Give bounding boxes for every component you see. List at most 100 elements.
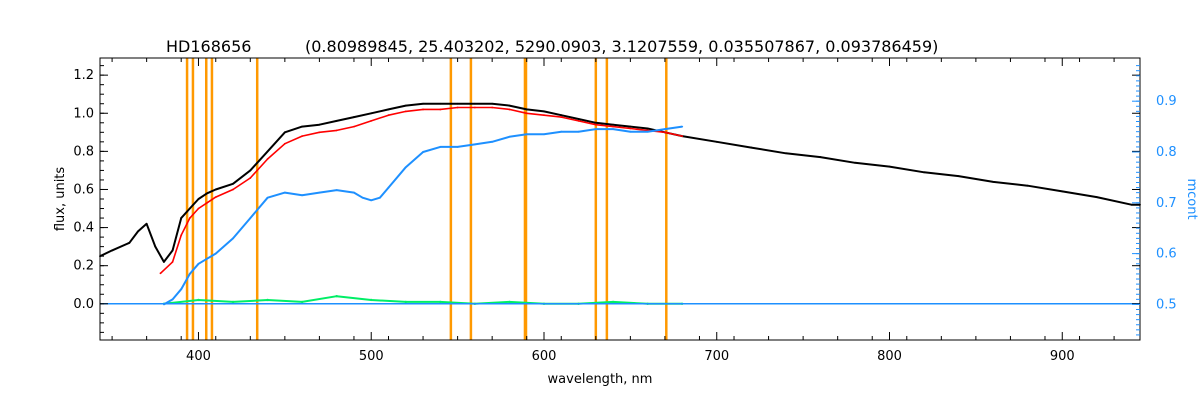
observed-data-point [594,121,597,124]
continuum-data-point [525,133,528,136]
residual-data-point [300,300,304,304]
model-data-point [560,116,563,118]
model-data-point [629,127,632,130]
observed-data-point [249,169,252,172]
x-axis-label: wavelength, nm [548,372,653,387]
y-right-tick-label: 0.7 [1156,196,1177,211]
observed-data-point [629,125,632,128]
residual-data-point [370,298,373,302]
x-tick-label: 600 [532,349,557,364]
y-tick-label: 0.2 [73,259,94,274]
residual-data-point [439,300,442,304]
model-data-point [335,129,338,132]
residual-data-point [266,298,269,302]
observed-data-point [508,104,511,107]
residual-data-point [611,300,615,304]
y-right-tick-label: 0.5 [1156,297,1177,312]
observed-data-point [353,116,355,118]
observed-data-point [335,119,338,122]
continuum-data-point [318,191,321,194]
observed-data-point [957,175,960,178]
observed-data-point [1130,203,1133,206]
y-axis-right-label: mcont [1184,178,1199,219]
continuum-data-point [681,125,684,128]
continuum-data-point [387,186,390,189]
x-tick-label: 900 [1050,349,1075,364]
observed-data-point [180,217,183,219]
continuum-data-point [594,128,597,131]
observed-data-point [439,102,442,105]
observed-data-point [404,104,407,107]
model-data-point [188,217,191,219]
model-data-point [180,234,183,237]
continuum-data-point [612,128,614,131]
model-data-point [422,108,424,111]
continuum-data-point [283,191,286,194]
model-data-point [232,188,234,191]
continuum-data-point [491,140,494,143]
continuum-data-point [266,196,269,199]
observed-data-point [543,110,545,113]
continuum-data-point [422,151,424,153]
continuum-data-point [171,298,174,301]
observed-data-point [784,152,787,155]
model-data-point [370,119,373,122]
continuum-data-point [508,135,511,138]
observed-data-point [473,102,476,105]
y-right-tick-label: 0.8 [1156,145,1177,160]
observed-data-point [646,127,649,130]
model-data-point [439,108,442,111]
model-data-point [387,114,390,117]
right-axis: 0.5 0.6 0.7 0.8 0.9 [1132,65,1177,336]
y-tick-label: 0.4 [73,221,94,236]
continuum-data-point [197,262,200,265]
residual-data-point [231,300,235,304]
observed-data-point [111,249,113,252]
observed-data-point [422,102,424,105]
observed-data-point [188,207,191,210]
model-data-point [301,135,304,138]
y-tick-label: 1.2 [73,68,94,83]
residual-data-point [335,294,338,298]
chart-title: HD168656 (0.80989845, 25.403202, 5290.09… [166,37,938,56]
model-data-point [491,106,494,109]
y-tick-label: 0.6 [73,182,94,197]
model-data-point [577,119,580,122]
observed-data-point [387,108,390,111]
observed-data-point [491,102,494,105]
continuum-data-point [439,146,442,148]
continuum-data-point [370,199,373,202]
continuum-data-point [214,252,217,255]
continuum-data-point [646,130,649,133]
model-data-point [171,260,174,263]
y-tick-label: 0.0 [73,297,94,312]
observed-data-point [715,140,718,143]
model-series-line [159,106,683,274]
x-tick-label: 800 [877,349,902,364]
continuum-data-point [404,166,407,169]
observed-data-point [525,108,528,111]
observed-data-point [1061,190,1064,193]
observed-data-point [283,131,286,134]
observed-data-point [145,222,148,225]
observed-data-point [171,249,174,252]
model-data-point [664,131,666,134]
title-object: HD168656 [166,37,251,56]
y-tick-label: 1.0 [73,106,94,121]
observed-data-point [819,156,822,158]
observed-data-point [154,245,157,248]
y-right-tick-label: 0.6 [1156,247,1177,262]
residual-data-point [197,298,200,302]
observed-data-point [197,198,200,200]
observed-data-point [301,125,304,128]
observed-data-point [923,171,925,174]
continuum-data-point [560,130,563,133]
observed-data-point [456,102,459,105]
continuum-data-point [378,196,381,199]
observed-data-point [214,188,217,191]
residual-series-line [163,295,683,305]
continuum-data-point [353,191,355,194]
observed-data-point [992,180,995,183]
observed-data-point [318,123,321,126]
